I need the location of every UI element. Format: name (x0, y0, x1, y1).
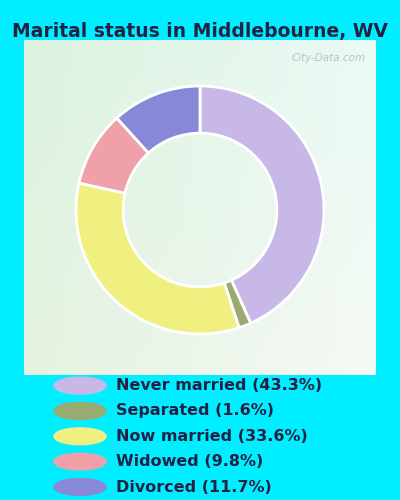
Text: Divorced (11.7%): Divorced (11.7%) (116, 480, 272, 494)
Text: City-Data.com: City-Data.com (291, 54, 366, 64)
Circle shape (54, 478, 106, 496)
Circle shape (54, 402, 106, 419)
Text: Never married (43.3%): Never married (43.3%) (116, 378, 322, 393)
Wedge shape (76, 183, 239, 334)
Text: Now married (33.6%): Now married (33.6%) (116, 429, 308, 444)
Text: Widowed (9.8%): Widowed (9.8%) (116, 454, 263, 469)
Circle shape (54, 377, 106, 394)
Wedge shape (224, 280, 251, 328)
Circle shape (54, 428, 106, 445)
Text: Separated (1.6%): Separated (1.6%) (116, 404, 274, 418)
Wedge shape (200, 86, 324, 323)
Wedge shape (117, 86, 200, 153)
Wedge shape (79, 118, 148, 193)
Text: Marital status in Middlebourne, WV: Marital status in Middlebourne, WV (12, 22, 388, 42)
Circle shape (54, 453, 106, 470)
